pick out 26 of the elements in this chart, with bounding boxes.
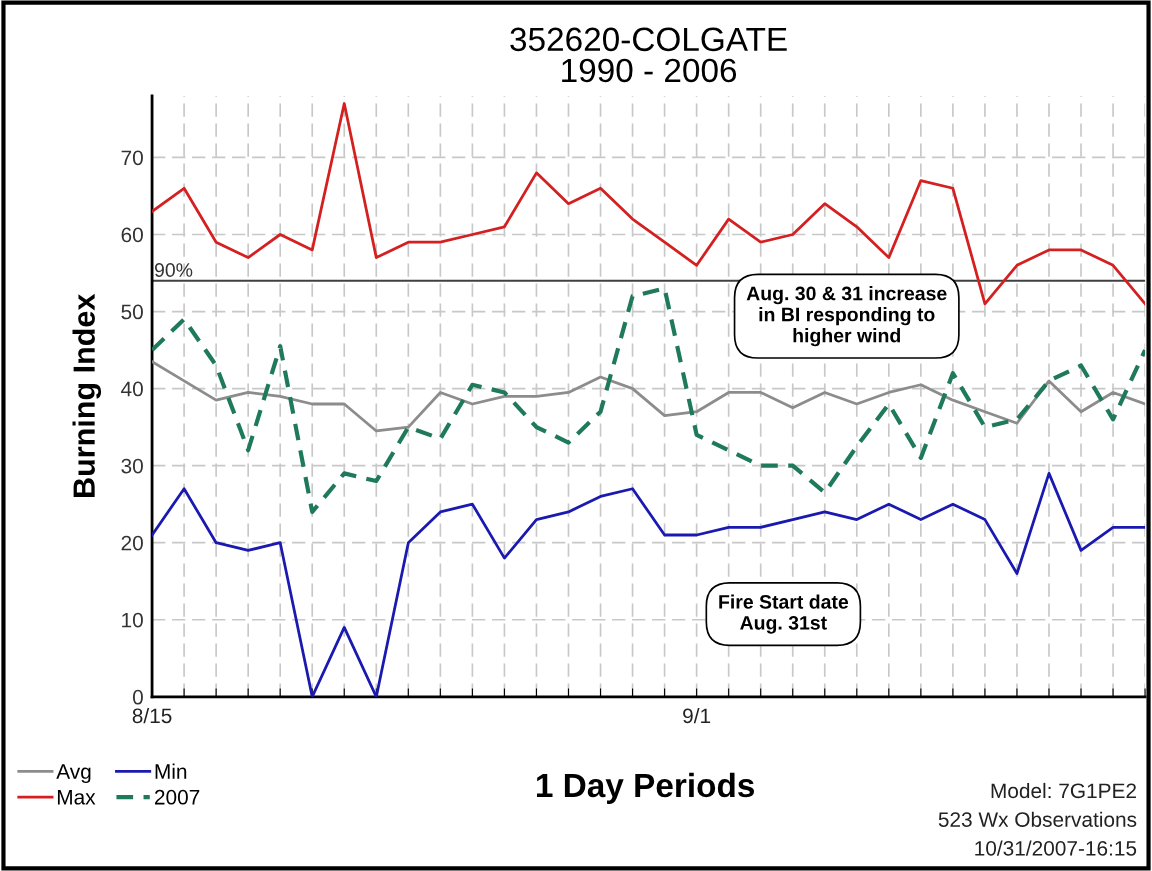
text: 523 Wx Observations [938, 811, 1137, 827]
y-tick-label: 10 [122, 612, 143, 628]
line-series [152, 102, 1146, 306]
legend-label: Avg [56, 764, 91, 784]
y-axis-title: Burning Index [72, 293, 102, 497]
y-tick-label: 50 [121, 304, 143, 320]
x-tick-label: 9/1 [683, 707, 711, 724]
text: Model: 7G1PE2 [991, 782, 1136, 799]
legend-label: Min [155, 763, 187, 779]
y-tick-label: 40 [121, 381, 143, 397]
annotation: Aug. 30 & 31 increase in BI responding to higher wind [746, 286, 947, 347]
chart-title: 352620-COLGATE 1990 - 2006 [510, 27, 787, 83]
x-tick-label: 8/15 [132, 707, 172, 724]
y-tick-label: 30 [121, 458, 143, 474]
x-axis-title: 1 Day Periods [536, 772, 754, 804]
line-series [152, 286, 1146, 514]
annotation: Fire Start date Aug. 31st [719, 594, 849, 634]
y-tick-label: 0 [132, 689, 143, 705]
line-series [152, 360, 1146, 433]
annotation: 90% [154, 263, 193, 277]
y-tick-label: 20 [121, 535, 143, 551]
y-tick-label: 60 [121, 227, 143, 243]
legend-label: 2007 [154, 789, 200, 805]
text: 10/31/2007-16:15 [975, 840, 1137, 856]
legend-label: Max [57, 790, 96, 805]
y-tick-label: 70 [121, 150, 143, 166]
